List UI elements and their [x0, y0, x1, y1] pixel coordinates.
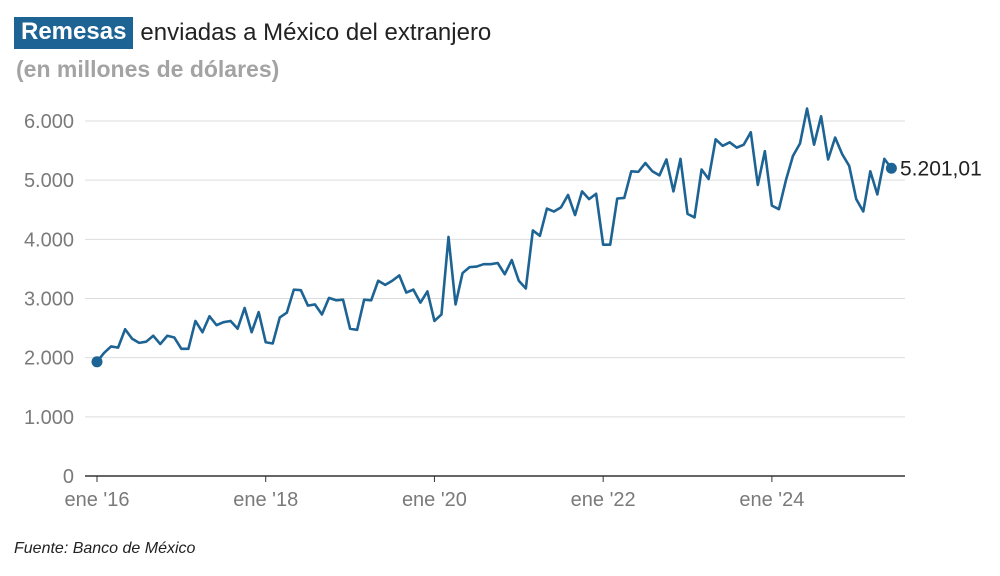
start-point [91, 356, 103, 368]
y-tick-label: 5.000 [24, 170, 74, 192]
x-tick-label: ene '20 [402, 489, 467, 511]
chart-title: Remesas enviadas a México del extranjero [14, 16, 491, 50]
series-line [95, 107, 893, 364]
y-tick-label: 1.000 [24, 407, 74, 429]
plot-area: 5.201,01 [91, 107, 982, 368]
y-axis: 0 1.000 2.000 3.000 4.000 5.000 6.000 [24, 111, 74, 488]
y-tick-label: 3.000 [24, 289, 74, 311]
y-tick-label: 2.000 [24, 348, 74, 370]
end-value-label: 5.201,01 [900, 157, 982, 180]
x-tick-label: ene '16 [65, 489, 130, 511]
x-axis: ene '16 ene '18 ene '20 ene '22 ene '24 [65, 475, 905, 511]
y-tick-label: 4.000 [24, 229, 74, 251]
source-note: Fuente: Banco de México [14, 540, 196, 557]
end-point [885, 162, 897, 174]
y-tick-label: 6.000 [24, 111, 74, 133]
y-tick-label: 0 [63, 466, 74, 488]
gridlines [85, 120, 905, 418]
x-tick-label: ene '18 [233, 489, 298, 511]
x-tick-label: ene '24 [739, 489, 804, 511]
chart-subtitle: (en millones de dólares) [16, 56, 280, 82]
title-highlight: Remesas [14, 17, 134, 49]
title-text: enviadas a México del extranjero [140, 19, 492, 46]
x-tick-label: ene '22 [571, 489, 636, 511]
